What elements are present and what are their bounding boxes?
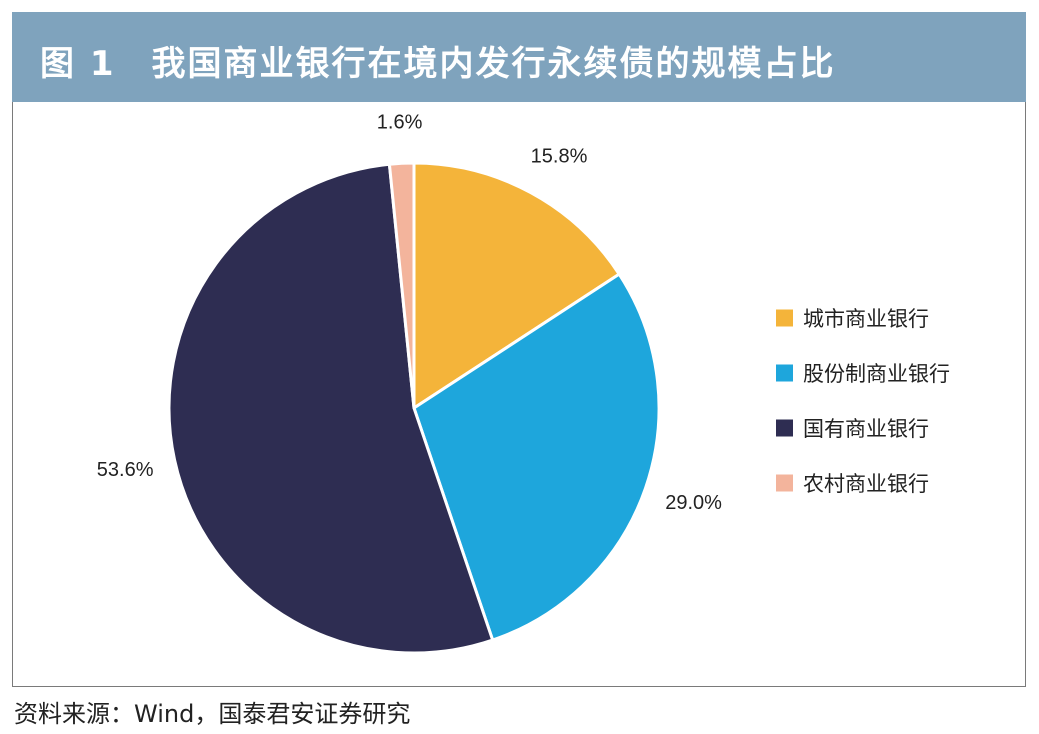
slice-label-3: 53.6% (97, 459, 154, 481)
legend-swatch-1 (776, 309, 793, 327)
legend-label-1: 城市商业银行 (803, 307, 929, 331)
slice-label-1: 15.8% (531, 146, 588, 168)
slice-4 (387, 161, 416, 410)
slice-2 (412, 272, 661, 642)
slice-label-4: 1.6% (377, 111, 423, 133)
legend-swatch-2 (776, 364, 793, 382)
slice-label-2: 29.0% (665, 492, 722, 514)
legend-label-4: 农村商业银行 (803, 472, 929, 496)
slice-labels: 15.8% 29.0% 53.6% 1.6% (97, 111, 722, 513)
legend-label-3: 国有商业银行 (803, 417, 929, 441)
legend-swatch-4 (776, 474, 793, 492)
slice-3 (167, 162, 495, 655)
slice-1 (412, 161, 621, 410)
legend-swatch-3 (776, 419, 793, 437)
figure-header: 图 1 我国商业银行在境内发行永续债的规模占比 (12, 12, 1026, 102)
legend-label-2: 股份制商业银行 (803, 362, 950, 386)
figure-title: 图 1 我国商业银行在境内发行永续债的规模占比 (40, 44, 836, 84)
source-note: 资料来源：Wind，国泰君安证券研究 (14, 700, 411, 728)
pie-slices (167, 161, 661, 655)
